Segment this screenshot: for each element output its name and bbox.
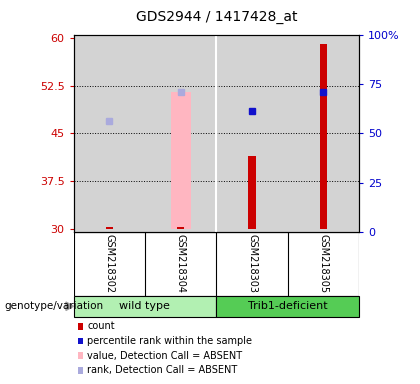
FancyBboxPatch shape	[74, 296, 216, 317]
Text: GSM218304: GSM218304	[176, 235, 186, 293]
Text: wild type: wild type	[119, 301, 171, 311]
Text: percentile rank within the sample: percentile rank within the sample	[87, 336, 252, 346]
Polygon shape	[66, 302, 74, 310]
Text: Trib1-deficient: Trib1-deficient	[248, 301, 328, 311]
FancyBboxPatch shape	[216, 296, 359, 317]
Text: count: count	[87, 321, 115, 331]
Text: GSM218302: GSM218302	[104, 235, 114, 293]
Text: rank, Detection Call = ABSENT: rank, Detection Call = ABSENT	[87, 365, 237, 375]
Text: GSM218303: GSM218303	[247, 235, 257, 293]
Text: value, Detection Call = ABSENT: value, Detection Call = ABSENT	[87, 351, 242, 361]
Bar	[171, 92, 191, 229]
Bar	[177, 227, 184, 229]
Bar	[249, 156, 256, 229]
Bar	[320, 44, 327, 229]
Text: GSM218305: GSM218305	[318, 235, 328, 293]
Text: genotype/variation: genotype/variation	[4, 301, 103, 311]
Bar	[106, 227, 113, 229]
Text: GDS2944 / 1417428_at: GDS2944 / 1417428_at	[136, 10, 297, 24]
